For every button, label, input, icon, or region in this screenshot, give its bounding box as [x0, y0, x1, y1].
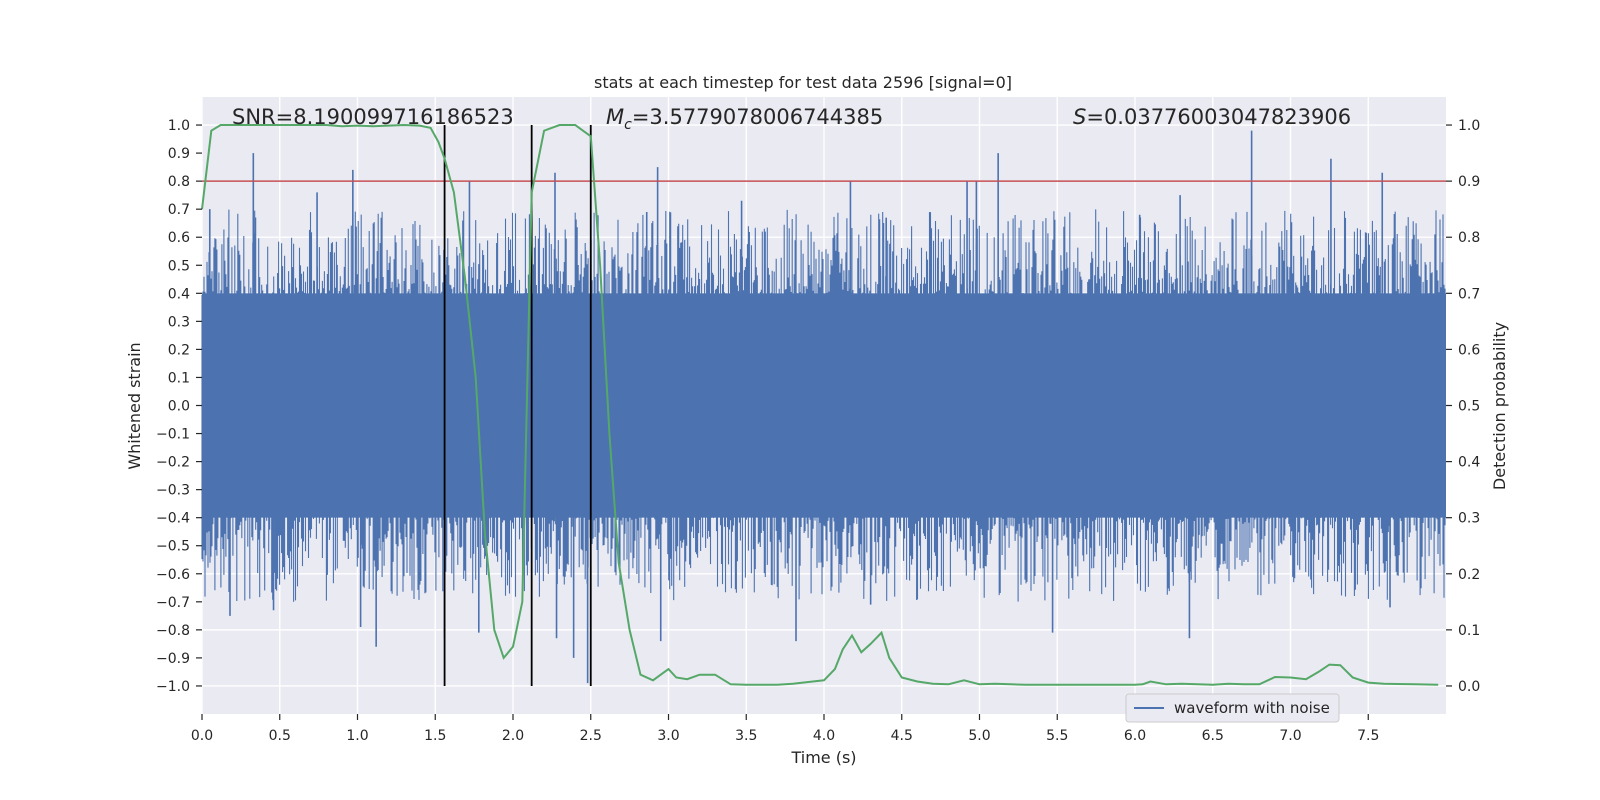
x-tick-label: 2.5	[580, 728, 602, 744]
x-tick-label: 2.0	[502, 728, 524, 744]
x-tick-label: 0.0	[191, 728, 213, 744]
legend: waveform with noise	[1125, 693, 1340, 723]
y-left-tick-label: 0.5	[168, 258, 190, 274]
y-right-tick-label: 0.2	[1458, 567, 1480, 583]
y-left-tick-label: −0.5	[156, 539, 190, 555]
x-tick-label: 3.0	[657, 728, 679, 744]
y-left-tick-label: 0.4	[168, 286, 190, 302]
mc-value: =3.5779078006744385	[632, 105, 883, 129]
s-value: =0.03776003047823906	[1086, 105, 1351, 129]
s-symbol: S	[1073, 105, 1086, 129]
y-right-axis-ticks: 1.0 0.9 0.8 0.7 0.6 0.5 0.4 0.3 0.2 0.1 0.0	[1446, 118, 1480, 695]
y-right-tick-label: 0.8	[1458, 230, 1480, 246]
x-tick-label: 6.5	[1202, 728, 1224, 744]
y-left-tick-label: −0.1	[156, 427, 190, 443]
x-tick-label: 7.5	[1357, 728, 1379, 744]
x-axis-label: Time (s)	[790, 748, 856, 767]
x-tick-label: 4.0	[813, 728, 835, 744]
y-left-tick-label: −0.7	[156, 595, 190, 611]
x-axis-ticks: 0.0 0.5 1.0 1.5 2.0 2.5 3.0 3.5 4.0 4.5 5.0 5.5 6.0 6…	[191, 714, 1379, 744]
y-left-tick-label: 0.6	[168, 230, 190, 246]
y-left-tick-label: −0.4	[156, 511, 190, 527]
chirp-mass-annotation: Mc=3.5779078006744385	[606, 105, 883, 133]
x-tick-label: 4.5	[891, 728, 913, 744]
y-right-tick-label: 0.0	[1458, 679, 1480, 695]
legend-box	[1125, 693, 1340, 723]
y-left-tick-label: 0.8	[168, 174, 190, 190]
y-right-tick-label: 0.5	[1458, 399, 1480, 415]
y-left-tick-label: 0.2	[168, 342, 190, 358]
y-left-tick-label: 1.0	[168, 118, 190, 134]
y-right-tick-label: 0.3	[1458, 511, 1480, 527]
x-tick-label: 3.5	[735, 728, 757, 744]
y-left-tick-label: −0.6	[156, 567, 190, 583]
y-left-tick-label: 0.7	[168, 202, 190, 218]
chart-title: stats at each timestep for test data 259…	[594, 73, 1012, 92]
mc-subscript: c	[624, 117, 632, 133]
y-left-tick-label: −1.0	[156, 679, 190, 695]
y-left-tick-label: −0.2	[156, 455, 190, 471]
y-right-tick-label: 0.7	[1458, 286, 1480, 302]
y-left-axis-ticks: 1.0 0.9 0.8 0.7 0.6 0.5 0.4 0.3 0.2 0.1 0.0 −0.1 −0.…	[156, 118, 202, 695]
y-left-tick-label: 0.3	[168, 314, 190, 330]
s-annotation: S=0.03776003047823906	[1073, 105, 1351, 129]
x-tick-label: 5.0	[968, 728, 990, 744]
y-left-tick-label: −0.8	[156, 623, 190, 639]
x-tick-label: 7.0	[1279, 728, 1301, 744]
detection-probability-line	[201, 123, 1439, 686]
y-right-tick-label: 0.9	[1458, 174, 1480, 190]
y-right-axis-label: Detection probability	[1490, 322, 1509, 490]
x-tick-label: 1.5	[424, 728, 446, 744]
x-tick-label: 1.0	[346, 728, 368, 744]
x-tick-label: 6.0	[1124, 728, 1146, 744]
y-left-tick-label: −0.3	[156, 483, 190, 499]
y-left-tick-label: 0.1	[168, 370, 190, 386]
legend-label: waveform with noise	[1174, 699, 1330, 717]
x-tick-label: 0.5	[269, 728, 291, 744]
y-left-tick-label: 0.0	[168, 399, 190, 415]
y-right-tick-label: 0.6	[1458, 342, 1480, 358]
y-left-tick-label: 0.9	[168, 146, 190, 162]
y-left-axis-label: Whitened strain	[125, 342, 144, 469]
y-right-tick-label: 0.4	[1458, 455, 1480, 471]
waveform-series	[201, 130, 1446, 684]
snr-annotation: SNR=8.190099716186523	[232, 105, 514, 129]
x-tick-label: 5.5	[1046, 728, 1068, 744]
y-left-tick-label: −0.9	[156, 651, 190, 667]
mc-symbol: M	[606, 105, 624, 129]
y-right-tick-label: 1.0	[1458, 118, 1480, 134]
y-right-tick-label: 0.1	[1458, 623, 1480, 639]
